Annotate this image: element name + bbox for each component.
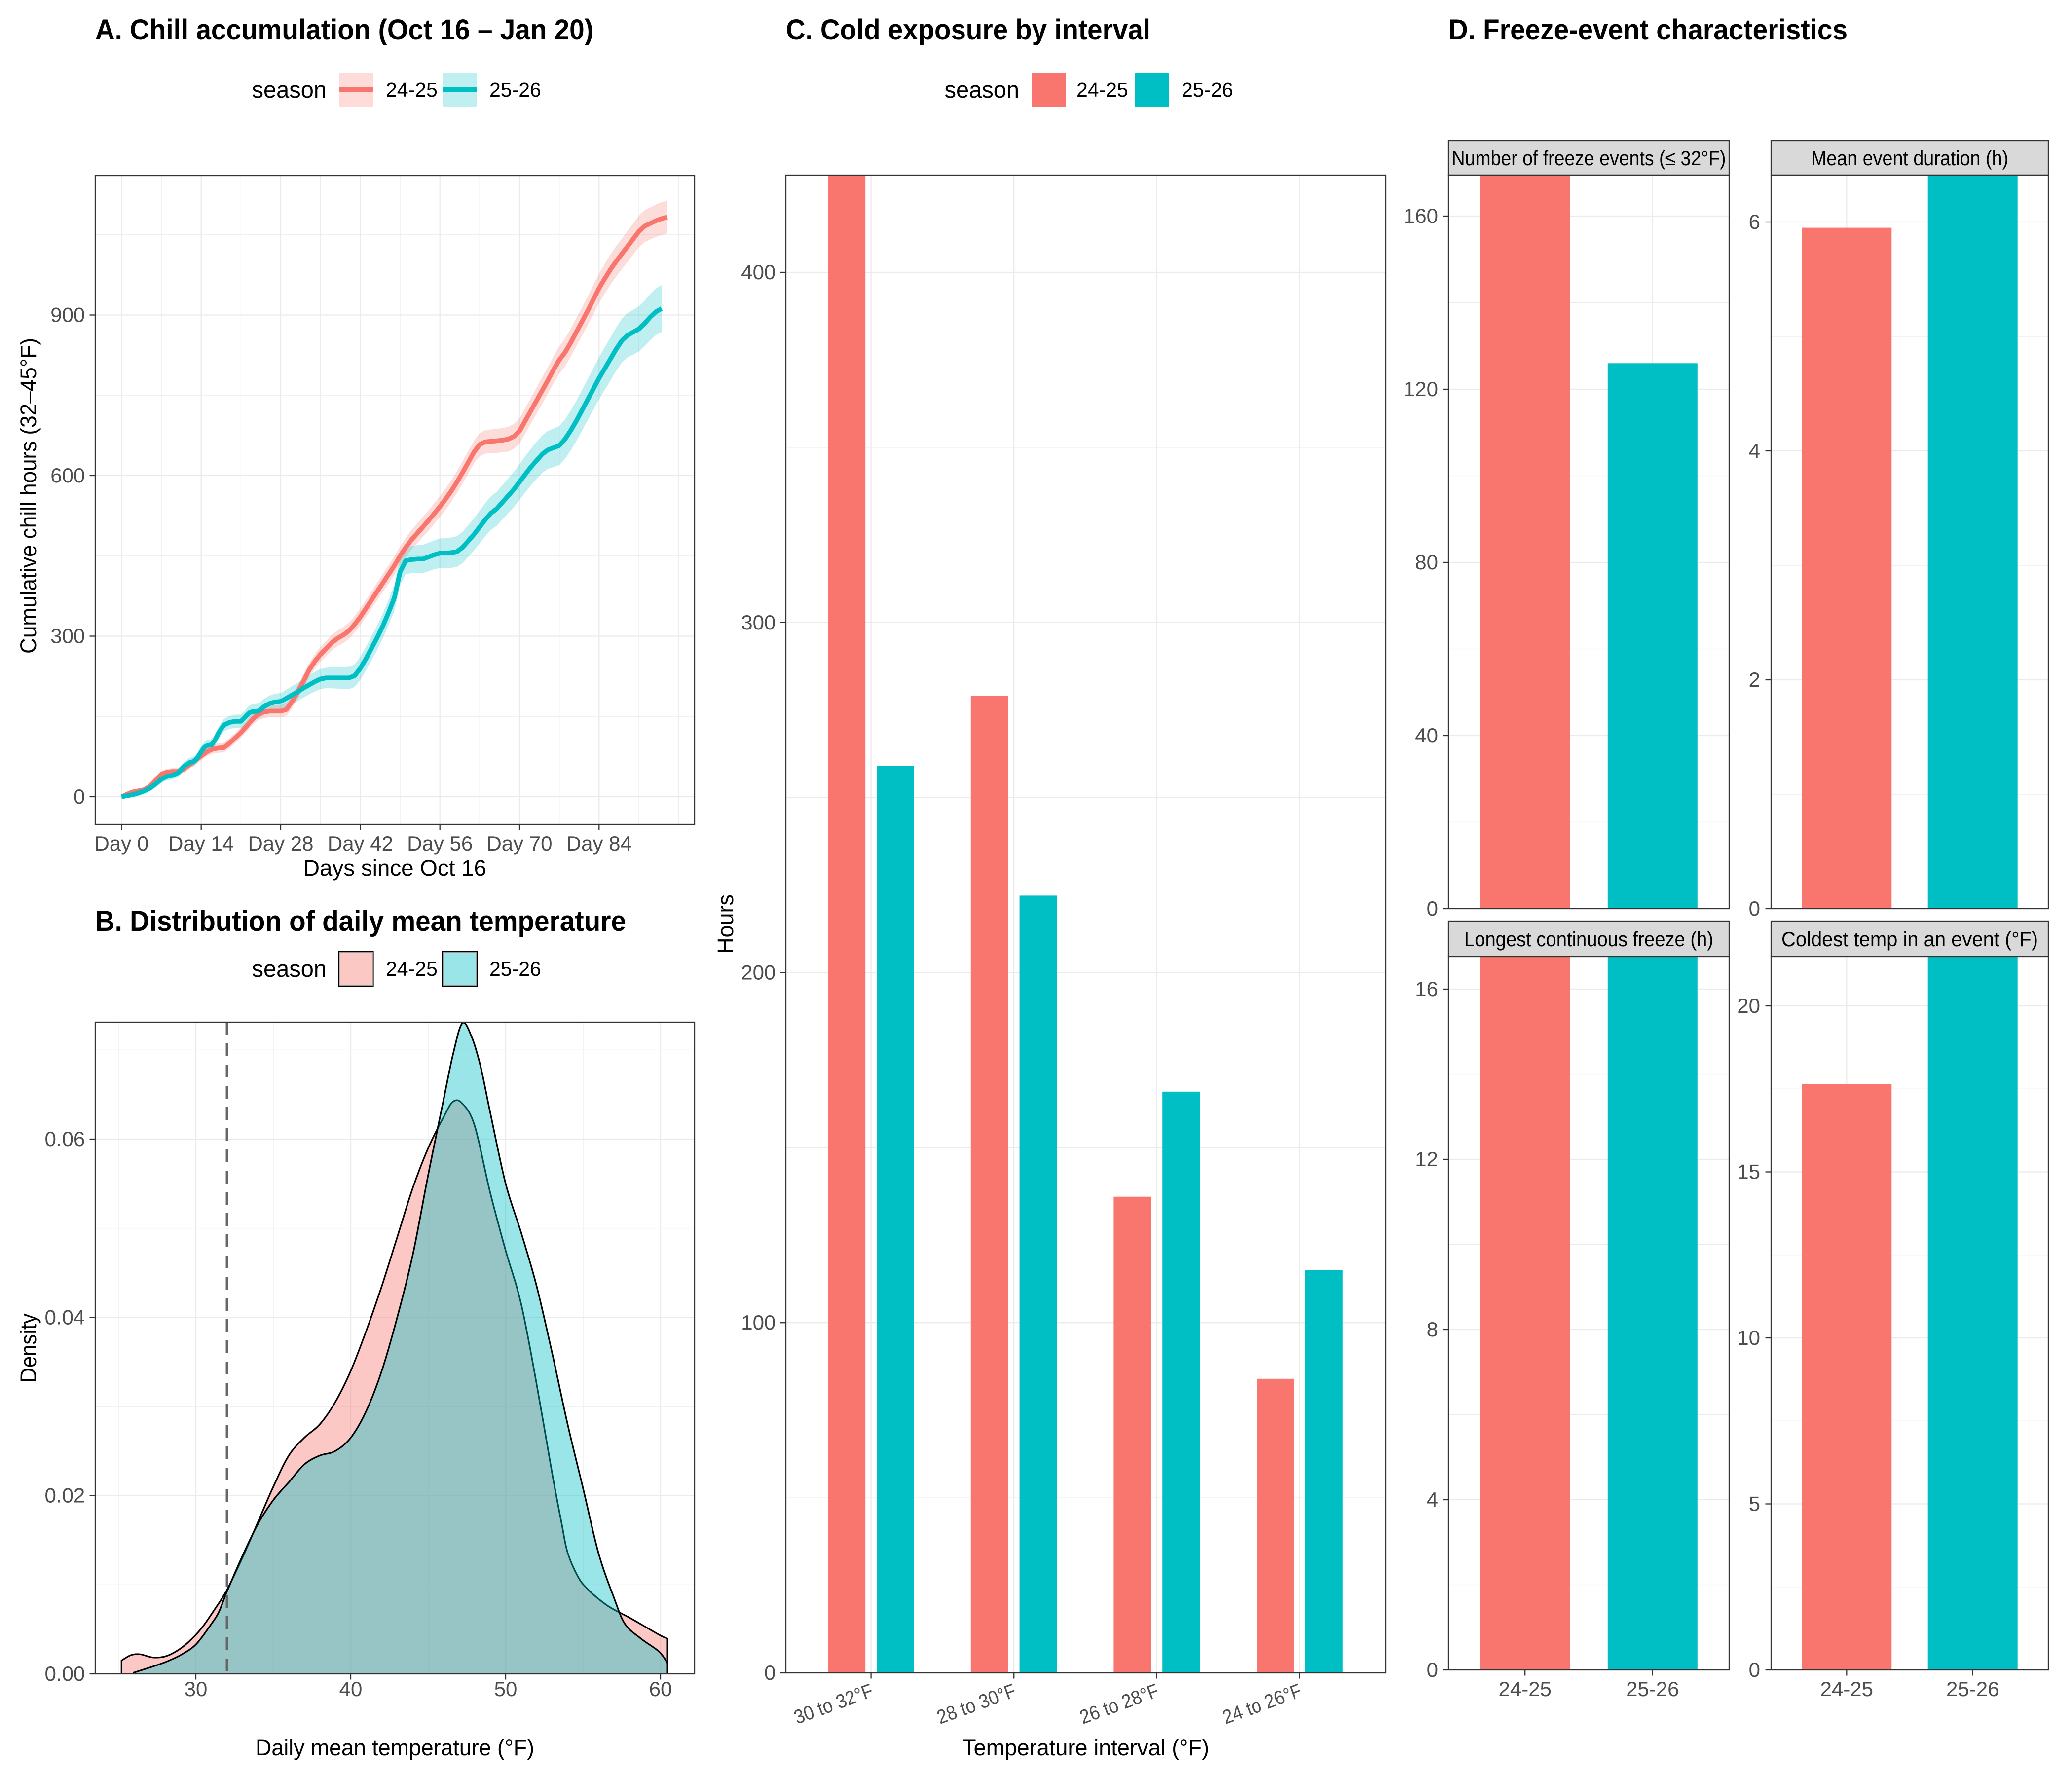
svg-text:4: 4 [1749, 439, 1760, 462]
svg-text:4: 4 [1427, 1488, 1438, 1511]
svg-text:Day 84: Day 84 [566, 832, 632, 855]
svg-text:60: 60 [649, 1677, 672, 1701]
svg-text:80: 80 [1415, 551, 1438, 574]
svg-text:Days since Oct 16: Days since Oct 16 [303, 855, 486, 881]
svg-text:0.06: 0.06 [45, 1127, 85, 1150]
svg-text:Day 28: Day 28 [248, 832, 313, 855]
svg-text:200: 200 [741, 961, 776, 984]
svg-text:24-25: 24-25 [1820, 1677, 1873, 1701]
svg-text:Day 14: Day 14 [168, 832, 234, 855]
svg-text:0: 0 [764, 1661, 776, 1684]
svg-text:24-25: 24-25 [386, 78, 438, 101]
svg-text:40: 40 [339, 1677, 363, 1701]
svg-text:0.04: 0.04 [45, 1305, 85, 1329]
svg-text:season: season [944, 76, 1019, 103]
svg-text:12: 12 [1415, 1147, 1438, 1171]
svg-text:6: 6 [1749, 210, 1760, 233]
svg-text:8: 8 [1427, 1318, 1438, 1341]
svg-text:A. Chill accumulation (Oct 16: A. Chill accumulation (Oct 16 – Jan 20) [95, 14, 593, 46]
svg-text:C. Cold exposure by interval: C. Cold exposure by interval [786, 14, 1150, 46]
svg-text:Hours: Hours [713, 894, 738, 954]
svg-text:Day 56: Day 56 [407, 832, 473, 855]
svg-text:24-25: 24-25 [1076, 78, 1128, 101]
svg-text:300: 300 [741, 611, 776, 634]
svg-text:Longest continuous freeze (h): Longest continuous freeze (h) [1464, 927, 1713, 951]
svg-text:0: 0 [1427, 897, 1438, 920]
svg-text:25-26: 25-26 [1946, 1677, 1999, 1701]
svg-text:Day 70: Day 70 [486, 832, 552, 855]
svg-text:Mean event duration (h): Mean event duration (h) [1811, 147, 2008, 170]
svg-text:0.02: 0.02 [45, 1484, 85, 1507]
svg-text:25-26: 25-26 [489, 958, 541, 980]
svg-text:40: 40 [1415, 724, 1438, 747]
svg-text:Daily mean temperature (°F): Daily mean temperature (°F) [256, 1735, 534, 1760]
svg-text:50: 50 [494, 1677, 518, 1701]
svg-text:24-25: 24-25 [1498, 1677, 1551, 1701]
svg-text:B. Distribution of daily mean: B. Distribution of daily mean temperatur… [95, 905, 626, 937]
svg-text:Day 0: Day 0 [95, 832, 149, 855]
svg-text:season: season [252, 76, 327, 103]
svg-text:24-25: 24-25 [386, 958, 438, 980]
svg-text:Number of freeze events (≤ 32°: Number of freeze events (≤ 32°F) [1452, 147, 1726, 170]
svg-text:120: 120 [1404, 377, 1438, 401]
svg-text:D. Freeze-event characteristic: D. Freeze-event characteristics [1448, 14, 1848, 46]
svg-text:Day 42: Day 42 [328, 832, 393, 855]
svg-text:season: season [252, 956, 327, 982]
svg-text:600: 600 [50, 464, 85, 487]
svg-text:400: 400 [741, 260, 776, 284]
svg-text:0.00: 0.00 [45, 1662, 85, 1685]
svg-text:0: 0 [1427, 1658, 1438, 1681]
svg-text:Cumulative chill hours (32–45°: Cumulative chill hours (32–45°F) [16, 338, 41, 654]
svg-text:0: 0 [1749, 1658, 1760, 1681]
svg-text:0: 0 [74, 785, 85, 808]
svg-text:20: 20 [1737, 994, 1760, 1017]
svg-text:100: 100 [741, 1311, 776, 1334]
svg-text:2: 2 [1749, 668, 1760, 691]
svg-text:5: 5 [1749, 1492, 1760, 1516]
svg-text:25-26: 25-26 [1182, 78, 1233, 101]
svg-text:160: 160 [1404, 204, 1438, 227]
svg-text:0: 0 [1749, 897, 1760, 920]
svg-text:15: 15 [1737, 1160, 1760, 1184]
svg-text:25-26: 25-26 [1626, 1677, 1679, 1701]
svg-text:Coldest temp in an event (°F): Coldest temp in an event (°F) [1781, 927, 2038, 951]
svg-text:300: 300 [50, 625, 85, 648]
svg-text:25-26: 25-26 [489, 78, 541, 101]
svg-text:Temperature interval (°F): Temperature interval (°F) [962, 1735, 1209, 1760]
svg-text:30: 30 [185, 1677, 208, 1701]
svg-text:Density: Density [16, 1313, 41, 1382]
svg-text:900: 900 [50, 303, 85, 327]
svg-text:16: 16 [1415, 977, 1438, 1000]
svg-text:10: 10 [1737, 1326, 1760, 1349]
